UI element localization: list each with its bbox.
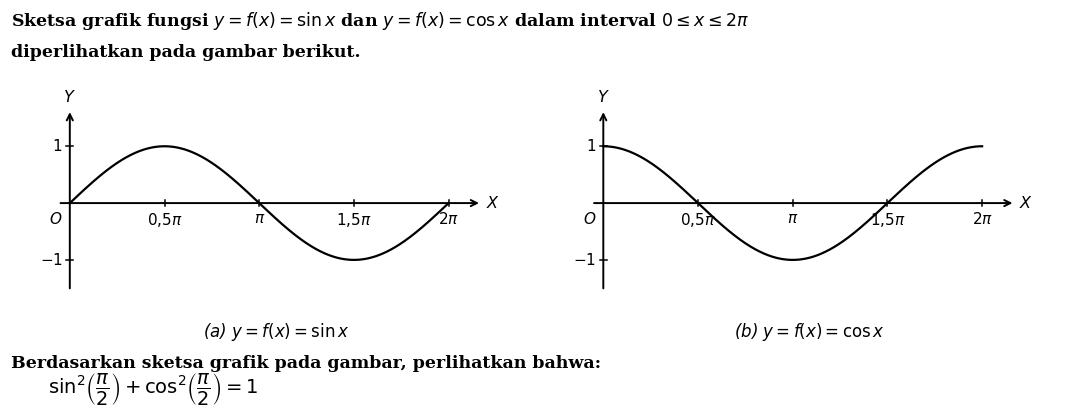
Text: $2\pi$: $2\pi$ <box>972 211 992 227</box>
Text: $Y$: $Y$ <box>63 89 76 105</box>
Text: $\sin^2\!\left(\dfrac{\pi}{2}\right) + \cos^2\!\left(\dfrac{\pi}{2}\right) = 1$: $\sin^2\!\left(\dfrac{\pi}{2}\right) + \… <box>48 371 258 407</box>
Text: (b) $y = f(x) = \cos x$: (b) $y = f(x) = \cos x$ <box>734 321 885 343</box>
Text: Berdasarkan sketsa grafik pada gambar, perlihatkan bahwa:: Berdasarkan sketsa grafik pada gambar, p… <box>11 355 601 372</box>
Text: (a) $y = f(x) = \sin x$: (a) $y = f(x) = \sin x$ <box>203 321 349 343</box>
Text: $0{,}5\pi$: $0{,}5\pi$ <box>680 211 716 229</box>
Text: $\pi$: $\pi$ <box>787 211 798 226</box>
Text: $X$: $X$ <box>485 195 500 211</box>
Text: $1$: $1$ <box>586 138 596 154</box>
Text: $Y$: $Y$ <box>596 89 609 105</box>
Text: $O$: $O$ <box>583 211 596 227</box>
Text: $1{,}5\pi$: $1{,}5\pi$ <box>336 211 371 229</box>
Text: $0{,}5\pi$: $0{,}5\pi$ <box>146 211 182 229</box>
Text: $-1$: $-1$ <box>573 252 596 268</box>
Text: $-1$: $-1$ <box>39 252 63 268</box>
Text: $\pi$: $\pi$ <box>254 211 265 226</box>
Text: diperlihatkan pada gambar berikut.: diperlihatkan pada gambar berikut. <box>11 44 361 61</box>
Text: $1$: $1$ <box>52 138 63 154</box>
Text: $O$: $O$ <box>49 211 63 227</box>
Text: $1{,}5\pi$: $1{,}5\pi$ <box>870 211 905 229</box>
Text: Sketsa grafik fungsi $y = f(x) = \sin x$ dan $y = f(x) = \cos x$ dalam interval : Sketsa grafik fungsi $y = f(x) = \sin x$… <box>11 10 749 32</box>
Text: $2\pi$: $2\pi$ <box>439 211 459 227</box>
Text: $X$: $X$ <box>1019 195 1034 211</box>
